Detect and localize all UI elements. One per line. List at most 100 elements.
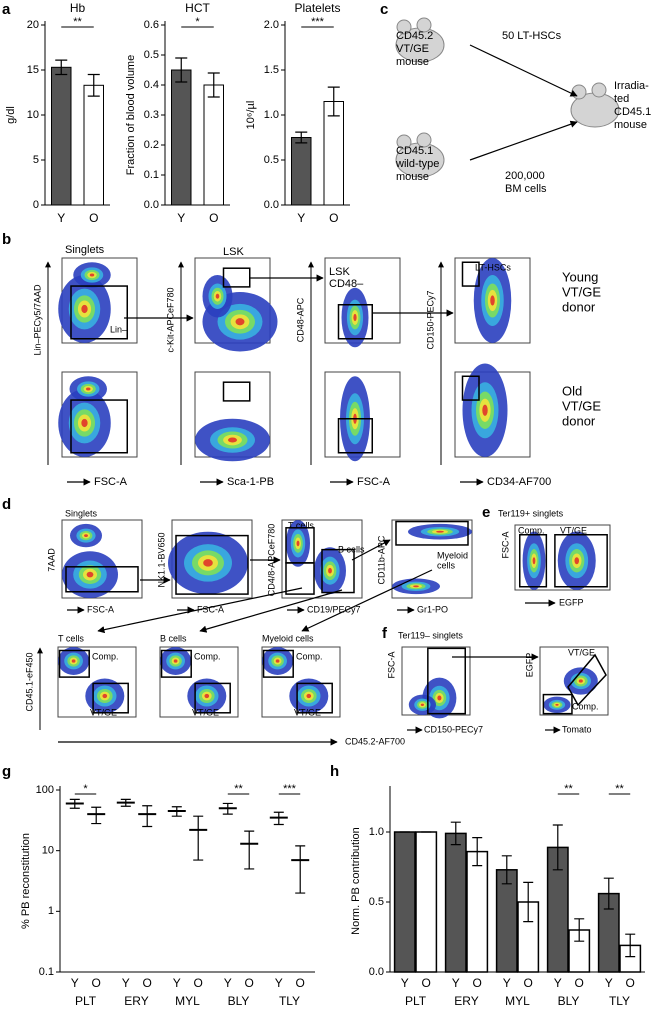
y-tick-label: 1 bbox=[48, 905, 54, 917]
density bbox=[228, 437, 237, 443]
x-tick-label: O bbox=[89, 211, 98, 225]
gate bbox=[395, 520, 469, 546]
gate bbox=[427, 647, 466, 715]
significance: ** bbox=[615, 783, 624, 795]
error-bar bbox=[295, 131, 308, 144]
density bbox=[437, 695, 442, 701]
arrow bbox=[97, 587, 303, 634]
x-tick-label: TLY bbox=[279, 994, 300, 1008]
error-bar bbox=[91, 806, 102, 825]
density bbox=[532, 557, 536, 565]
bar bbox=[466, 850, 489, 973]
y-tick-label: 0.4 bbox=[144, 79, 159, 91]
error-bar bbox=[625, 933, 636, 958]
chart-title: Platelets bbox=[294, 1, 340, 15]
gate-label: Comp. bbox=[572, 701, 599, 711]
gate bbox=[321, 548, 355, 594]
recipient-label: ted bbox=[614, 93, 629, 105]
row-label: donor bbox=[562, 299, 596, 314]
panel-title: B cells bbox=[160, 633, 187, 643]
gate bbox=[222, 381, 251, 402]
mouse-ear bbox=[416, 17, 432, 33]
x-group-label: O bbox=[245, 976, 254, 990]
density bbox=[86, 571, 94, 578]
gate-label: LSK bbox=[329, 266, 350, 278]
y-tick-label: 0.0 bbox=[144, 199, 159, 211]
x-group-label: O bbox=[575, 976, 584, 990]
x-tick-label: ERY bbox=[124, 994, 148, 1008]
error-bar bbox=[55, 59, 68, 76]
gate bbox=[175, 534, 249, 595]
donor-label: mouse bbox=[396, 171, 429, 183]
gate-label: VT/GE bbox=[560, 525, 587, 535]
density bbox=[482, 404, 488, 416]
panel-label: g bbox=[2, 763, 11, 780]
error-bar bbox=[87, 73, 100, 97]
mouse-ear bbox=[396, 19, 412, 35]
x-group-label: Y bbox=[452, 976, 460, 990]
x-group-label: O bbox=[296, 976, 305, 990]
axis-label: CD19/PECy7 bbox=[307, 604, 361, 614]
error-bar bbox=[295, 845, 306, 894]
panel-label: d bbox=[2, 496, 11, 513]
mouse-ear bbox=[591, 82, 607, 98]
panel-label: b bbox=[2, 231, 11, 248]
y-axis-label: % PB reconstitution bbox=[20, 833, 32, 929]
gate-label: B cells bbox=[338, 544, 365, 554]
x-group-label: Y bbox=[554, 976, 562, 990]
axis-label: CD34-AF700 bbox=[487, 476, 551, 488]
gate-label: VT/GE bbox=[192, 707, 219, 717]
y-tick-label: 1.0 bbox=[369, 826, 384, 838]
density bbox=[84, 534, 88, 538]
donor-label: CD45.1 bbox=[396, 145, 433, 157]
density bbox=[420, 703, 425, 707]
row-label: Young bbox=[562, 269, 598, 284]
density bbox=[81, 304, 88, 314]
density bbox=[578, 679, 583, 683]
bar bbox=[323, 101, 344, 206]
row-label: Old bbox=[562, 383, 582, 398]
axis-label: Tomato bbox=[562, 724, 592, 734]
gate-label: VT/GE bbox=[90, 707, 117, 717]
density bbox=[81, 418, 88, 428]
error-bar bbox=[142, 805, 153, 828]
axis-label: EGFP bbox=[524, 653, 534, 678]
bar bbox=[444, 832, 467, 973]
x-tick-label: MYL bbox=[505, 994, 530, 1008]
error-bar bbox=[193, 815, 204, 861]
y-tick-label: 0.1 bbox=[144, 169, 159, 181]
bar bbox=[203, 84, 224, 206]
y-tick-label: 0.0 bbox=[369, 966, 384, 978]
error-bar bbox=[273, 811, 284, 826]
density bbox=[306, 693, 312, 699]
density bbox=[71, 659, 76, 663]
donor-label: CD45.2 bbox=[396, 30, 433, 42]
axis-label: Sca-1-PB bbox=[227, 476, 274, 488]
x-tick-label: BLY bbox=[558, 994, 580, 1008]
error-bar bbox=[222, 802, 233, 815]
donor-label: wild-type bbox=[395, 158, 439, 170]
bar bbox=[393, 831, 416, 973]
gate-label: CD48– bbox=[329, 278, 364, 290]
y-tick-label: 0.5 bbox=[144, 49, 159, 61]
density bbox=[89, 273, 95, 277]
gate-label: Comp. bbox=[296, 651, 323, 661]
axis-label: CD45.2-AF700 bbox=[345, 736, 405, 746]
gate-label: Comp. bbox=[518, 525, 545, 535]
gate bbox=[461, 261, 480, 287]
x-group-label: O bbox=[626, 976, 635, 990]
gate bbox=[92, 682, 129, 714]
significance: ** bbox=[73, 16, 82, 28]
x-group-label: Y bbox=[224, 976, 232, 990]
x-tick-label: O bbox=[329, 211, 338, 225]
error-bar bbox=[472, 837, 483, 867]
recipient-label: Irradia- bbox=[614, 80, 649, 92]
cells-label: BM cells bbox=[505, 183, 547, 195]
density bbox=[215, 293, 220, 299]
y-tick-label: 0.5 bbox=[264, 154, 279, 166]
density bbox=[296, 540, 300, 547]
panel-title: T cells bbox=[58, 633, 84, 643]
x-tick-label: Y bbox=[297, 211, 305, 225]
y-tick-label: 2.0 bbox=[264, 19, 279, 31]
gate bbox=[262, 649, 294, 678]
